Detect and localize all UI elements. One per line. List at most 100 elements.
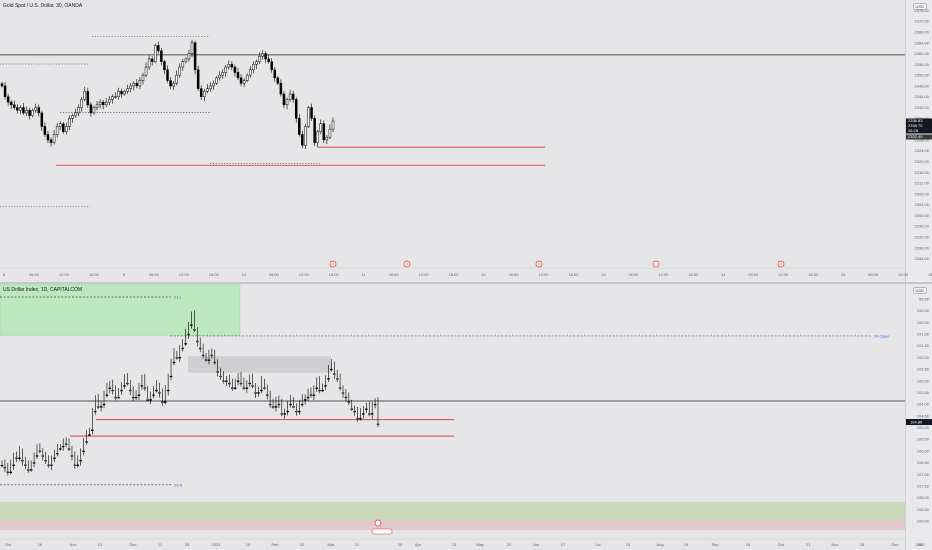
dxy-candle-body bbox=[330, 368, 333, 371]
dxy-y-tick: 108.00 bbox=[917, 495, 930, 500]
dxy-candle-body bbox=[318, 389, 321, 392]
gold-currency-button[interactable]: USD bbox=[912, 3, 927, 10]
gold-candle-body bbox=[65, 126, 68, 133]
gold-y-tick: 2348.00 bbox=[915, 83, 930, 88]
gold-candle-body bbox=[120, 91, 123, 95]
dxy-candle-body bbox=[76, 464, 80, 466]
pane-divider[interactable] bbox=[0, 282, 932, 284]
dxy-x-tick: 11 bbox=[355, 542, 360, 547]
dxy-candle-body bbox=[70, 455, 74, 457]
gold-candle-body bbox=[101, 101, 105, 106]
gold-price-axis[interactable]: USD bbox=[905, 0, 932, 282]
dxy-candle-body bbox=[140, 385, 144, 387]
dxy-candle-body bbox=[99, 406, 103, 408]
gold-x-tick: 12 bbox=[481, 272, 486, 277]
dxy-x-tick: May bbox=[476, 542, 484, 547]
dxy-candle-body bbox=[53, 457, 56, 459]
gold-chart-svg[interactable] bbox=[0, 0, 932, 282]
dxy-candle-body bbox=[225, 380, 228, 382]
gold-y-tick: 2300.00 bbox=[915, 213, 930, 218]
gold-candle-body bbox=[279, 82, 283, 95]
dxy-candle-body bbox=[166, 389, 170, 392]
gold-chart-pane[interactable]: USD 2376.00 2372.00 2368.00 2364.00 2360.00 2… bbox=[0, 0, 932, 282]
gold-candle-body bbox=[209, 85, 212, 89]
dxy-candle-body bbox=[181, 347, 184, 350]
dxy-candle-body bbox=[35, 455, 39, 457]
gold-candle-body bbox=[163, 61, 166, 70]
dxy-candle-body bbox=[233, 387, 237, 389]
gold-x-tick: 18:00 bbox=[89, 272, 100, 277]
dxy-candle-body bbox=[59, 448, 62, 450]
gold-candle-body bbox=[126, 88, 129, 92]
gold-candle-body bbox=[267, 58, 270, 62]
dxy-candle-body bbox=[298, 410, 301, 413]
gold-y-tick: 2376.00 bbox=[915, 8, 930, 13]
dxy-candle-body bbox=[242, 387, 246, 389]
dxy-x-tick: 17 bbox=[561, 542, 566, 547]
gold-y-tick: 2284.00 bbox=[915, 256, 930, 261]
gold-candle-body bbox=[227, 64, 231, 68]
dxy-candle-body bbox=[85, 441, 88, 443]
gold-candle-body bbox=[135, 82, 139, 87]
gold-candle-body bbox=[255, 61, 258, 65]
dxy-x-tick: 19 bbox=[684, 542, 689, 547]
gold-candle-body bbox=[307, 107, 310, 127]
dxy-chart-pane[interactable]: 21 L 24 Open 23 H USD 99.50 100.00 100.50 101… bbox=[0, 284, 932, 550]
dxy-candle-body bbox=[286, 410, 289, 413]
dxy-candle-body bbox=[50, 464, 53, 466]
dxy-candle-body bbox=[190, 324, 193, 326]
dxy-price-axis[interactable]: USD bbox=[905, 284, 932, 550]
gold-x-tick: 12:00 bbox=[299, 272, 310, 277]
gold-candle-body bbox=[203, 91, 206, 97]
gold-x-tick: 12:00 bbox=[778, 272, 789, 277]
gold-candle-body bbox=[298, 118, 301, 135]
dxy-candle-body bbox=[236, 380, 240, 382]
dxy-candle-body bbox=[239, 382, 243, 385]
gold-y-tick: 2344.00 bbox=[915, 94, 930, 99]
dxy-x-tick: Dec bbox=[891, 542, 898, 547]
gold-y-tick: 2316.00 bbox=[915, 170, 930, 175]
gold-candle-body bbox=[132, 82, 136, 87]
dxy-candle-body bbox=[274, 406, 278, 408]
dxy-candle-body bbox=[327, 378, 330, 380]
gold-y-tick: 2352.00 bbox=[915, 73, 930, 78]
dxy-chart-svg[interactable]: 21 L 24 Open 23 H bbox=[0, 284, 932, 550]
dxy-candle-body bbox=[356, 417, 359, 420]
gold-price-tag: 26:28 bbox=[908, 128, 919, 133]
dxy-candle-body bbox=[303, 399, 307, 401]
dxy-x-tick: Nov bbox=[69, 542, 76, 547]
gold-y-tick: 2368.00 bbox=[915, 29, 930, 34]
dxy-candle-body bbox=[196, 340, 199, 343]
dxy-candle-body bbox=[187, 333, 190, 336]
dxy-candle-body bbox=[169, 375, 173, 378]
dxy-candle-body bbox=[207, 359, 211, 361]
gold-candle-body bbox=[74, 112, 77, 116]
dxy-y-tick: 106.00 bbox=[917, 448, 930, 453]
dxy-candle-body bbox=[114, 396, 117, 399]
dxy-y-tick: 108.50 bbox=[917, 507, 930, 512]
gold-candle-body bbox=[144, 66, 148, 76]
dxy-candle-body bbox=[152, 394, 155, 396]
gold-axis-svg: 2376.00 2372.00 2368.00 2364.00 2360.00 2356.… bbox=[0, 8, 932, 277]
dxy-candle-body bbox=[134, 396, 138, 399]
gold-candle-body bbox=[172, 82, 175, 87]
gold-candle-body bbox=[52, 134, 56, 143]
dxy-candle-body bbox=[126, 382, 129, 385]
gold-chart-title: Gold Spot / U.S. Dollar, 30, OANDA bbox=[3, 3, 83, 9]
gold-candle-body bbox=[138, 80, 142, 87]
dxy-candle-body bbox=[24, 464, 27, 466]
gold-y-tick: 2320.00 bbox=[915, 159, 930, 164]
dxy-currency-button[interactable]: USD bbox=[912, 287, 927, 294]
gold-y-tick: 2308.00 bbox=[915, 191, 930, 196]
dxy-candle-body bbox=[172, 361, 176, 364]
gold-y-tick: 2328.00 bbox=[915, 137, 930, 142]
dxy-x-tick: 15 bbox=[626, 542, 631, 547]
gold-candle-body bbox=[3, 85, 7, 97]
dxy-candle-body bbox=[61, 445, 65, 448]
gold-candle-body bbox=[86, 91, 90, 106]
dxy-candle-body bbox=[333, 373, 336, 375]
gold-candle-body bbox=[294, 99, 298, 119]
dxy-candle-body bbox=[315, 387, 319, 389]
dxy-x-tick: 15 bbox=[452, 542, 457, 547]
gold-x-tick: 13 bbox=[601, 272, 606, 277]
